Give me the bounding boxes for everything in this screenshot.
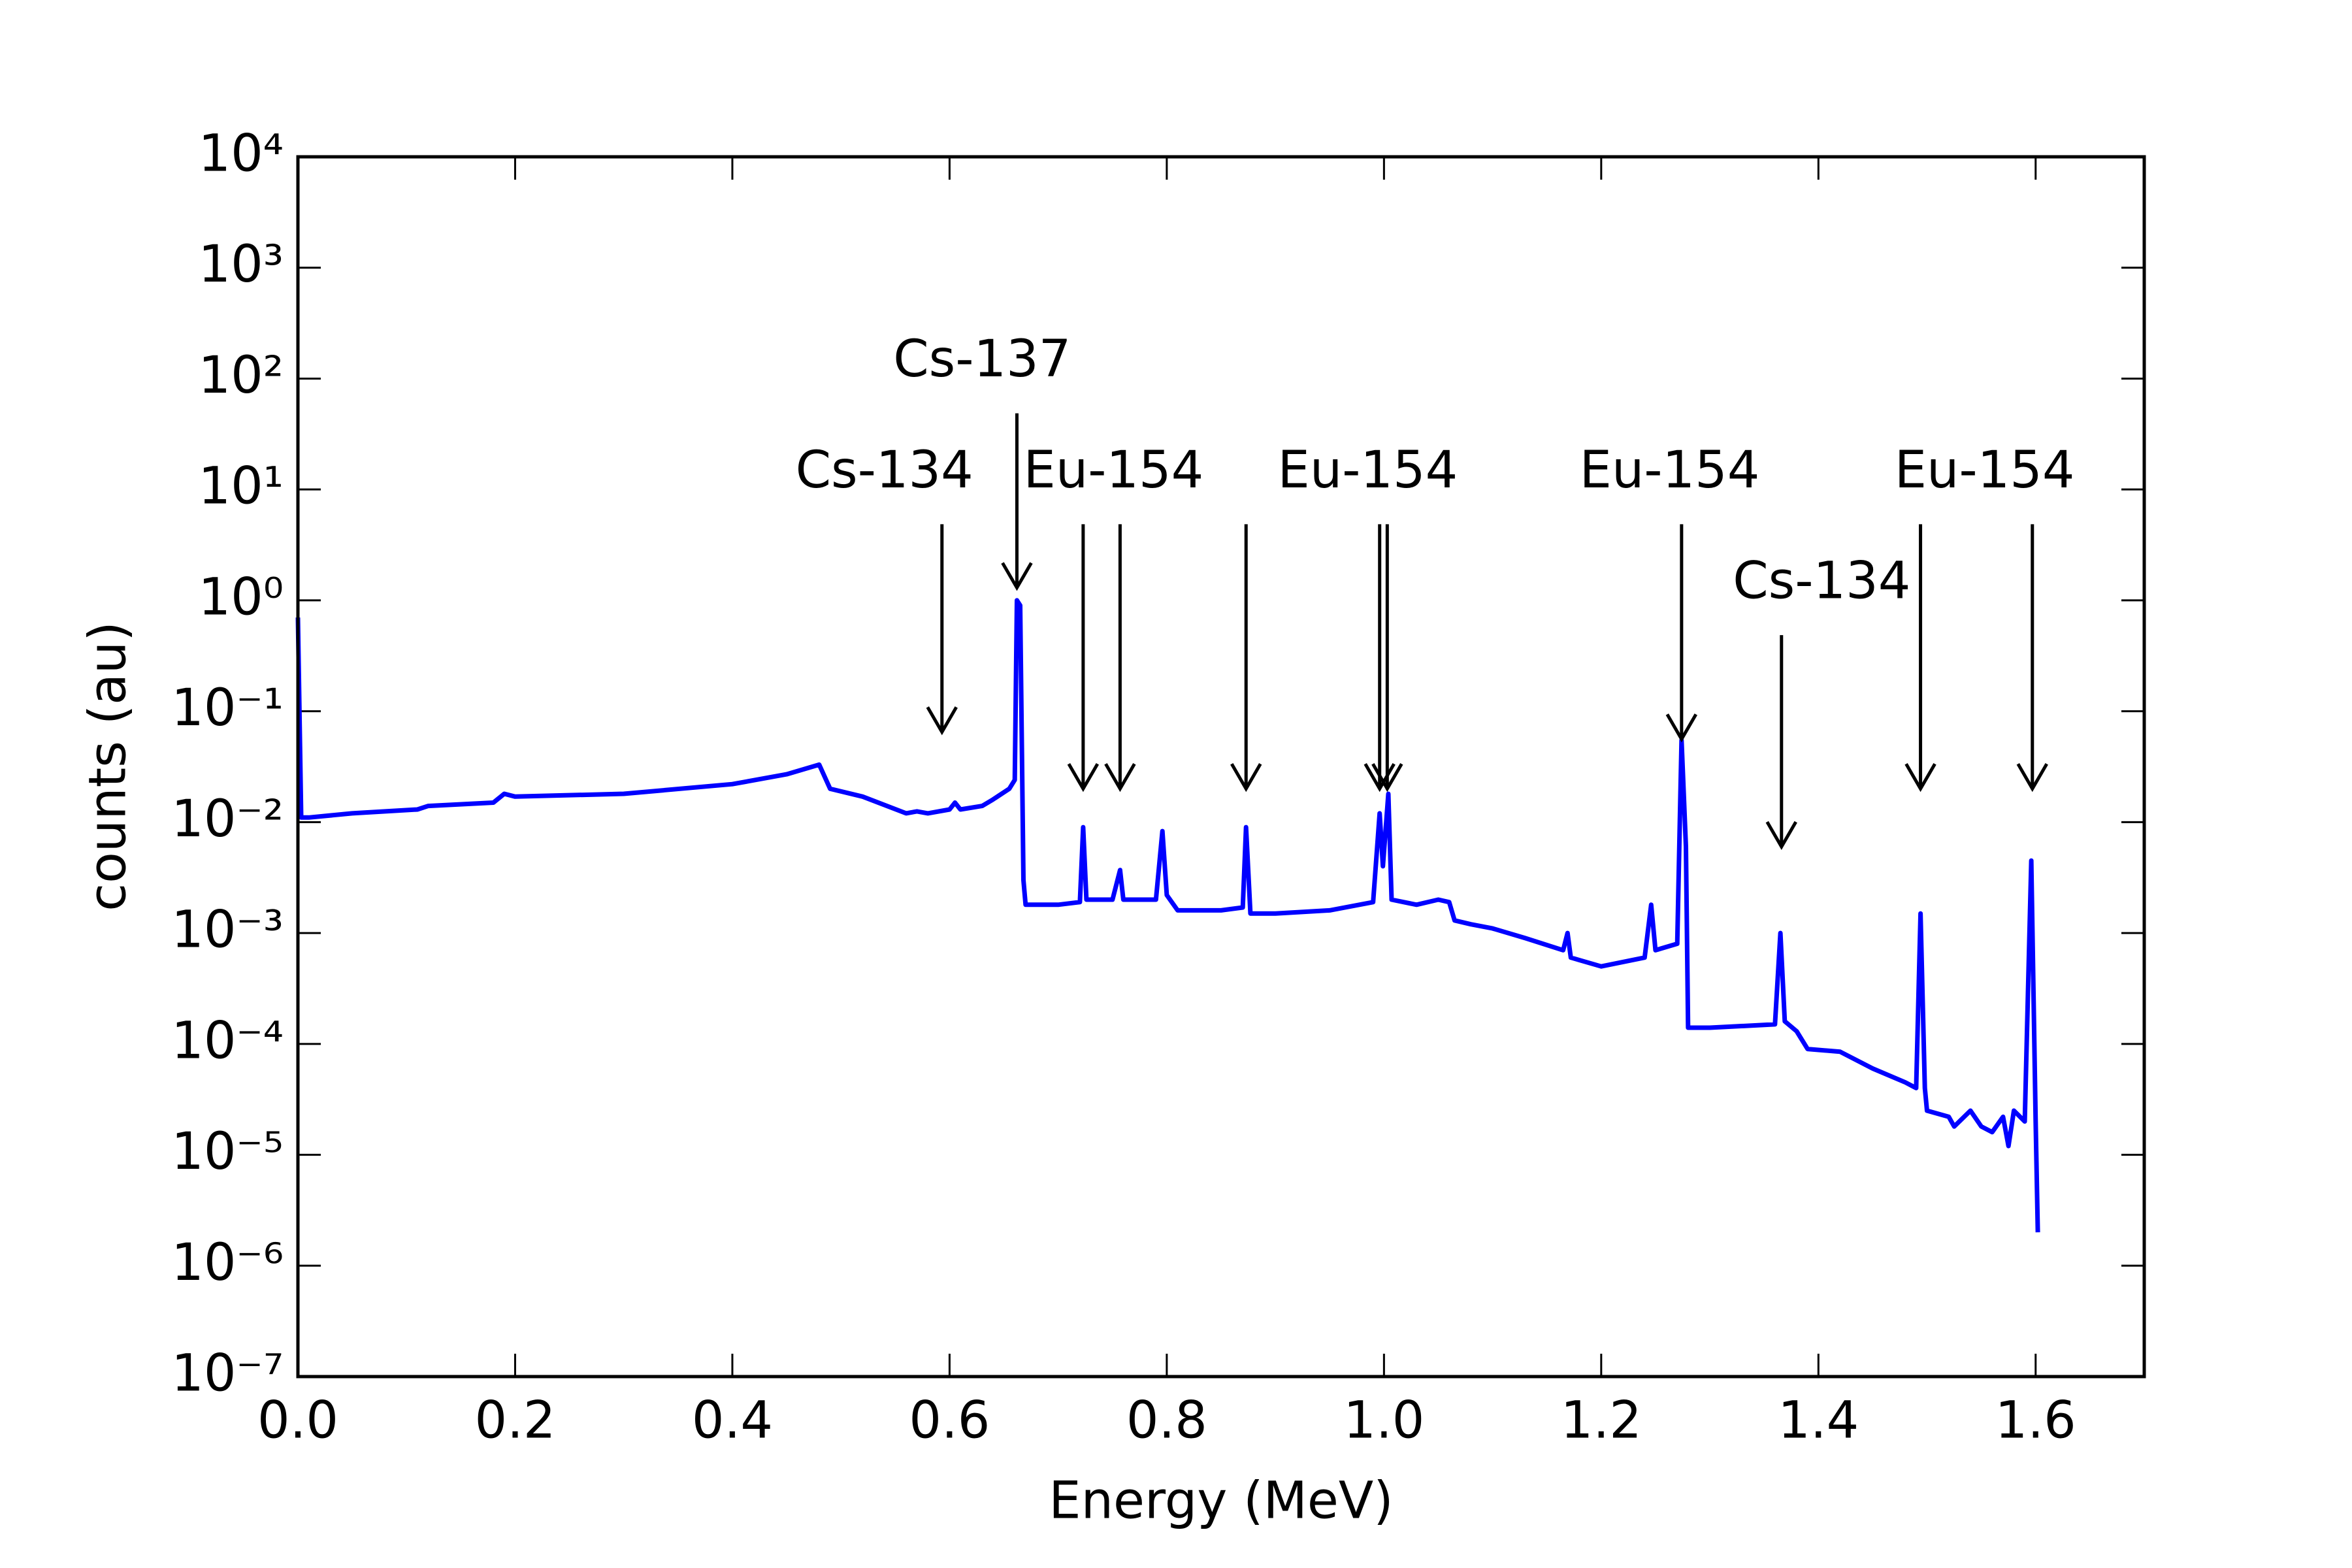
y-tick-label: 10¹	[198, 457, 284, 516]
x-tick-label: 0.8	[1126, 1391, 1207, 1450]
annotation-arrow	[1104, 524, 1136, 792]
y-tick-label: 10³	[198, 235, 284, 294]
x-tick-label: 1.6	[1995, 1391, 2076, 1450]
y-tick-label: 10⁻¹	[171, 679, 284, 738]
x-axis-label: Energy (MeV)	[1049, 1471, 1393, 1530]
annotation-arrow	[1371, 524, 1403, 792]
y-tick-label: 10⁻²	[171, 790, 284, 849]
annotation-arrow	[1230, 524, 1262, 792]
annotation-arrow	[1765, 635, 1797, 851]
annotation-arrow	[1364, 524, 1396, 792]
annotation-arrow	[1904, 524, 1936, 792]
annotation-label: Cs-137	[893, 330, 1071, 389]
x-tick-label: 0.6	[909, 1391, 990, 1450]
x-tick-label: 1.0	[1343, 1391, 1424, 1450]
y-tick-label: 10⁻⁶	[171, 1233, 284, 1292]
annotation-label: Cs-134	[1733, 552, 1910, 611]
annotation-arrow	[2016, 524, 2048, 792]
x-tick-label: 0.0	[257, 1391, 338, 1450]
annotation-arrow	[926, 524, 958, 736]
y-tick-label: 10⁴	[198, 124, 284, 183]
annotation-label: Eu-154	[1278, 441, 1458, 500]
spectrum-line	[295, 598, 2040, 1233]
y-tick-label: 10⁻⁴	[171, 1011, 284, 1070]
annotation-label: Eu-154	[1895, 441, 2075, 500]
annotation-label: Cs-134	[796, 441, 973, 500]
y-tick-label: 10⁻⁵	[171, 1122, 284, 1181]
x-tick-label: 1.4	[1778, 1391, 1859, 1450]
annotation-label: Eu-154	[1580, 441, 1760, 500]
x-tick-label: 1.2	[1561, 1391, 1642, 1450]
y-tick-label: 10⁻³	[171, 901, 284, 960]
plot-frame	[296, 155, 2146, 1379]
annotation-arrow	[1001, 413, 1033, 591]
x-tick-label: 0.4	[692, 1391, 773, 1450]
y-axis-label: counts (au)	[78, 621, 137, 911]
x-tick-label: 0.2	[474, 1391, 555, 1450]
annotation-arrow	[1067, 524, 1100, 792]
annotation-arrow	[1665, 524, 1698, 743]
annotation-label: Eu-154	[1024, 441, 1204, 500]
y-tick-label: 10⁰	[198, 568, 284, 627]
y-tick-label: 10²	[198, 346, 284, 405]
y-tick-label: 10⁻⁷	[171, 1344, 284, 1403]
